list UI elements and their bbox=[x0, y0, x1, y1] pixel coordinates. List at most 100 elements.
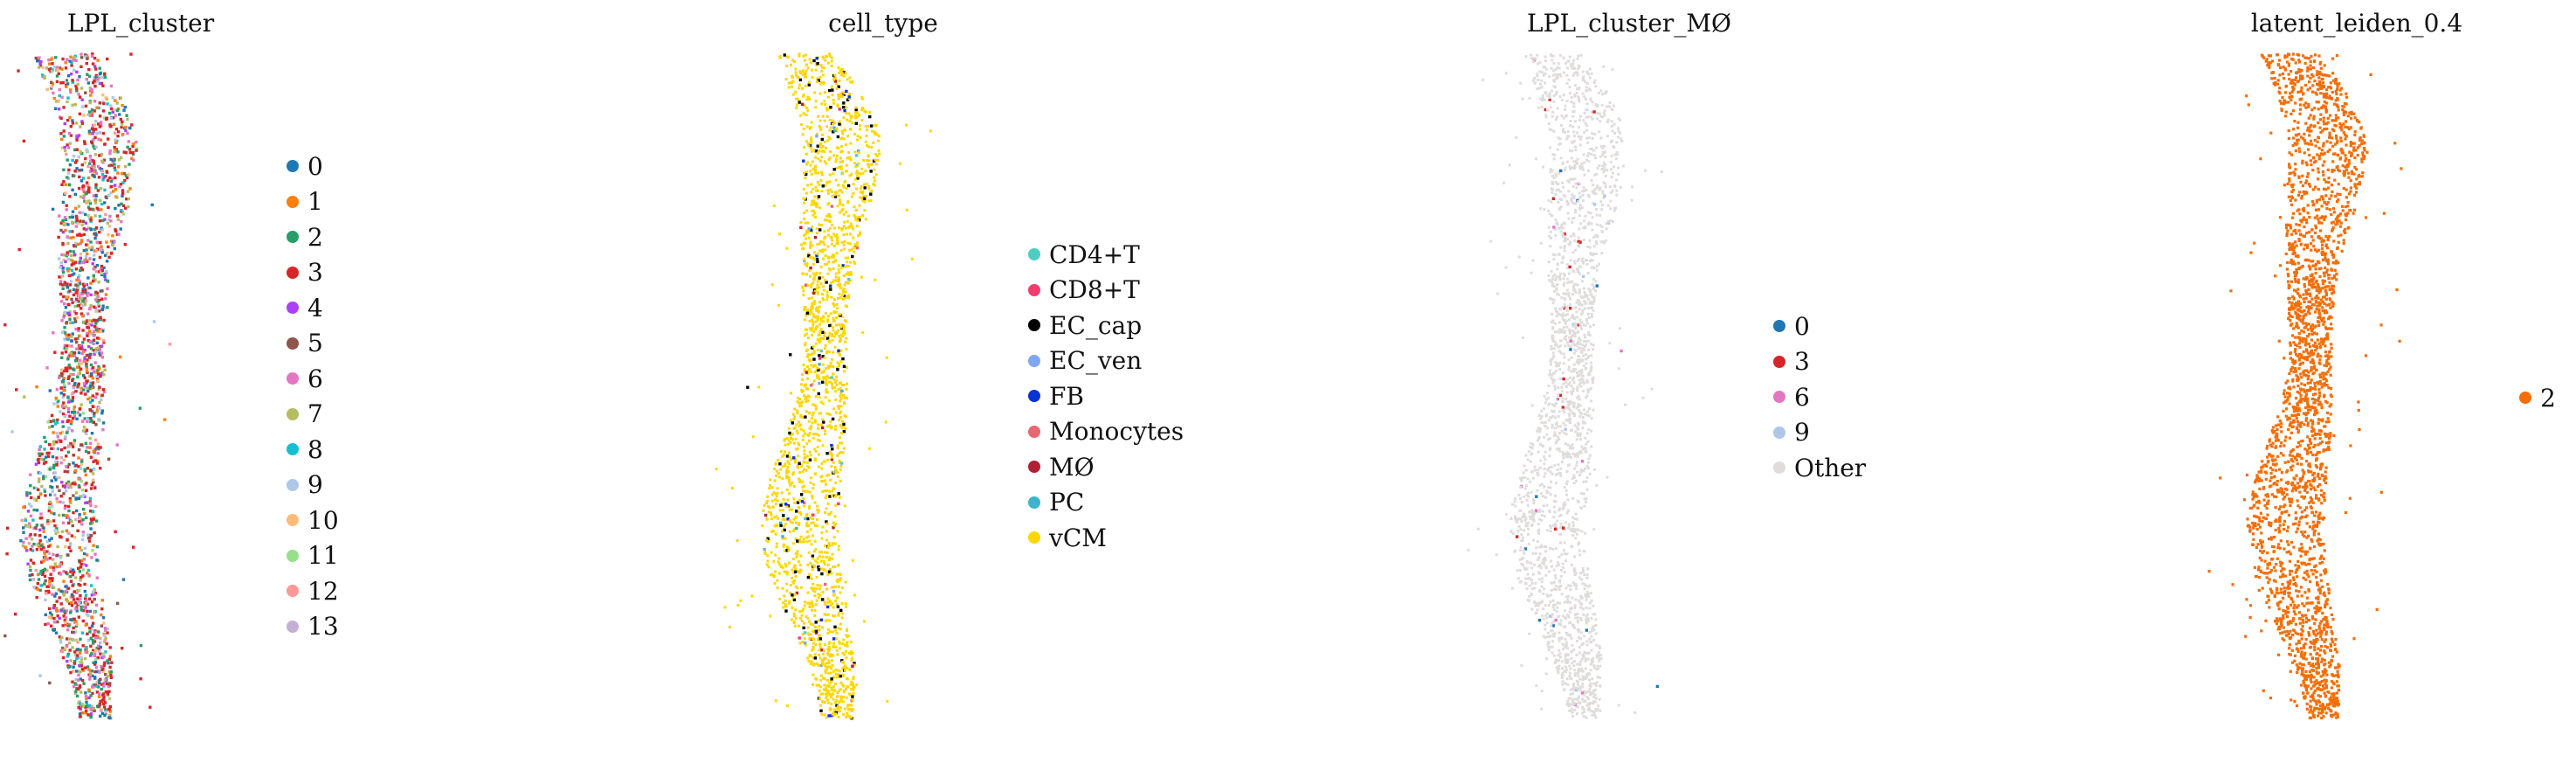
spot-1 bbox=[52, 431, 55, 434]
spot-1 bbox=[117, 107, 121, 111]
spot-2 bbox=[92, 144, 95, 148]
spot-5 bbox=[100, 289, 104, 293]
spot-6 bbox=[63, 302, 66, 306]
spot-4 bbox=[58, 108, 61, 111]
spot-6 bbox=[120, 219, 123, 224]
spot-6 bbox=[56, 435, 59, 439]
spot-3 bbox=[86, 326, 90, 329]
spot-3 bbox=[73, 598, 76, 601]
spot-3 bbox=[131, 144, 135, 149]
spot-3 bbox=[59, 292, 63, 296]
spot-3 bbox=[92, 405, 95, 408]
spot-6 bbox=[81, 531, 85, 534]
spot-8 bbox=[43, 447, 46, 451]
spot-8 bbox=[31, 518, 35, 522]
spot-3 bbox=[39, 560, 44, 564]
spot-6 bbox=[52, 621, 57, 624]
spot-9 bbox=[82, 493, 86, 497]
spot-3 bbox=[102, 341, 106, 344]
spot-0 bbox=[75, 609, 79, 613]
spot-1 bbox=[93, 198, 97, 202]
spot-3 bbox=[94, 183, 98, 186]
spot-9 bbox=[69, 544, 73, 547]
spot-6 bbox=[88, 502, 92, 505]
spot-11 bbox=[26, 524, 30, 529]
spot-1 bbox=[42, 530, 45, 533]
spot-3 bbox=[41, 571, 45, 574]
spot-2 bbox=[25, 491, 29, 495]
spot-2 bbox=[109, 669, 114, 674]
spot-7 bbox=[63, 253, 66, 257]
spot-4 bbox=[64, 260, 67, 264]
spot-7 bbox=[127, 197, 131, 201]
spot-1 bbox=[96, 59, 100, 62]
spot-3 bbox=[86, 260, 89, 263]
spot-3 bbox=[107, 690, 111, 693]
spot-6 bbox=[115, 443, 119, 447]
spot-0 bbox=[94, 76, 98, 80]
spot-3 bbox=[52, 519, 56, 523]
spot-3 bbox=[66, 516, 69, 519]
spot-3 bbox=[99, 446, 102, 449]
spot-6 bbox=[58, 88, 61, 92]
spot-7 bbox=[92, 516, 96, 519]
spot-3 bbox=[63, 446, 66, 450]
spot-3 bbox=[101, 697, 105, 702]
spot-6 bbox=[22, 540, 25, 545]
spot-7 bbox=[106, 221, 109, 225]
legend-label: 3 bbox=[307, 258, 323, 288]
spot-3 bbox=[64, 366, 67, 370]
spot-12 bbox=[69, 485, 73, 489]
spot-0 bbox=[78, 413, 82, 417]
spot-3 bbox=[97, 176, 101, 179]
spot-8 bbox=[84, 593, 88, 597]
spot-3 bbox=[51, 577, 54, 580]
spot-1 bbox=[114, 141, 118, 144]
spot-EC_cap bbox=[818, 354, 821, 357]
spot-6 bbox=[60, 300, 64, 303]
spot-5 bbox=[58, 489, 61, 492]
spot-6 bbox=[32, 526, 36, 531]
spot-0 bbox=[105, 260, 109, 263]
spot-6 bbox=[80, 523, 84, 526]
spot-7 bbox=[78, 371, 82, 376]
spot-6 bbox=[81, 420, 85, 423]
spot-7 bbox=[63, 648, 67, 652]
spot-1 bbox=[108, 710, 112, 713]
spot-3 bbox=[70, 263, 73, 267]
spot-1 bbox=[37, 572, 40, 577]
spot-3 bbox=[58, 66, 62, 70]
spot-3 bbox=[66, 369, 69, 373]
spot-1 bbox=[132, 142, 135, 146]
spot-4 bbox=[83, 348, 86, 352]
spot-2 bbox=[92, 129, 95, 134]
spot-6 bbox=[88, 675, 92, 678]
spot-8 bbox=[39, 584, 43, 587]
spot-5 bbox=[78, 169, 81, 172]
spot-3 bbox=[109, 673, 113, 676]
spot-6 bbox=[79, 52, 83, 56]
spot-4 bbox=[83, 385, 86, 388]
spot-7 bbox=[47, 426, 52, 429]
spot-3 bbox=[68, 289, 72, 293]
spot-7 bbox=[100, 159, 104, 163]
spot-9 bbox=[51, 489, 54, 493]
legend-item: 11 bbox=[287, 538, 339, 574]
spot-2 bbox=[77, 484, 81, 488]
spot-4 bbox=[25, 494, 29, 497]
spot-vCM bbox=[838, 264, 840, 267]
spot-3 bbox=[62, 614, 66, 618]
spot-0 bbox=[44, 613, 47, 617]
spot-10 bbox=[48, 520, 52, 524]
spot-9 bbox=[66, 171, 71, 175]
spot-3 bbox=[78, 112, 82, 115]
spot-3 bbox=[124, 206, 128, 210]
spot-4 bbox=[38, 61, 42, 66]
spot-3 bbox=[41, 572, 45, 576]
spot-0 bbox=[100, 168, 104, 171]
spot-1 bbox=[119, 355, 122, 359]
spot-3 bbox=[81, 574, 85, 578]
spot-2 bbox=[66, 450, 71, 454]
spot-12 bbox=[65, 152, 68, 156]
spot-5 bbox=[79, 267, 83, 270]
